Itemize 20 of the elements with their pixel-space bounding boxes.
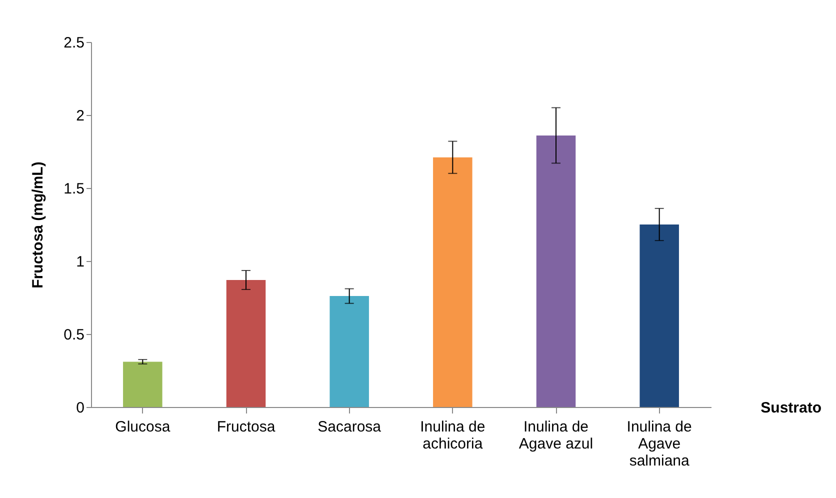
y-tick-label: 2 [76,108,84,124]
bar [226,280,266,407]
bar [640,224,679,407]
x-tick-label: Inulina de Agave azul [518,418,594,452]
bar [330,296,369,407]
y-tick-label: 0 [76,400,84,416]
y-tick-label: 1.5 [64,180,84,198]
bar [123,362,162,407]
y-tick-label: 2.5 [64,34,84,52]
x-tick-label: Inulina de Agave salmiana [626,418,692,470]
x-tick-label: Sacarosa [318,418,382,436]
y-tick-label: 0.5 [64,326,84,344]
bar [536,135,576,407]
bar [433,157,472,407]
x-tick-label: Inulina de achicoria [420,418,486,452]
x-axis-title: Sustrato [760,400,822,416]
x-tick-label: Fructosa [216,418,276,436]
y-tick-label: 1 [76,254,84,270]
y-axis-title: Fructosa (mg/mL) [30,162,47,288]
x-tick-label: Glucosa [115,418,171,436]
